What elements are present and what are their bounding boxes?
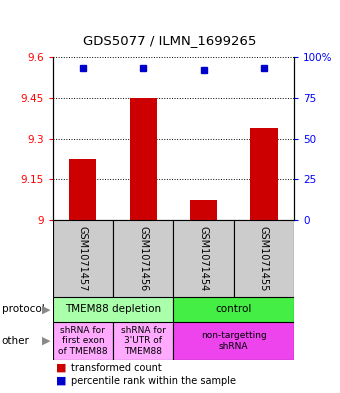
Text: TMEM88 depletion: TMEM88 depletion [65, 305, 161, 314]
Text: GDS5077 / ILMN_1699265: GDS5077 / ILMN_1699265 [83, 34, 257, 47]
Text: percentile rank within the sample: percentile rank within the sample [71, 376, 236, 386]
Bar [53, 297, 173, 322]
Text: GSM1071454: GSM1071454 [199, 226, 208, 291]
Bar [113, 220, 173, 297]
Bar [250, 128, 277, 220]
Text: other: other [2, 336, 30, 346]
Text: ▶: ▶ [42, 336, 50, 346]
Text: protocol: protocol [2, 305, 45, 314]
Text: ■: ■ [56, 376, 67, 386]
Text: non-targetting
shRNA: non-targetting shRNA [201, 331, 267, 351]
Text: ■: ■ [56, 363, 67, 373]
Bar [173, 322, 294, 360]
Text: ▶: ▶ [42, 305, 50, 314]
Bar [53, 220, 113, 297]
Bar [173, 297, 294, 322]
Text: control: control [216, 305, 252, 314]
Bar [69, 159, 97, 220]
Text: GSM1071455: GSM1071455 [259, 226, 269, 291]
Text: transformed count: transformed count [71, 363, 162, 373]
Bar [53, 322, 113, 360]
Text: shRNA for
3'UTR of
TMEM88: shRNA for 3'UTR of TMEM88 [121, 326, 166, 356]
Bar [234, 220, 294, 297]
Text: shRNA for
first exon
of TMEM88: shRNA for first exon of TMEM88 [58, 326, 108, 356]
Text: GSM1071456: GSM1071456 [138, 226, 148, 291]
Bar [130, 98, 157, 220]
Text: GSM1071457: GSM1071457 [78, 226, 88, 291]
Bar [190, 200, 217, 220]
Bar [113, 322, 173, 360]
Bar [173, 220, 234, 297]
